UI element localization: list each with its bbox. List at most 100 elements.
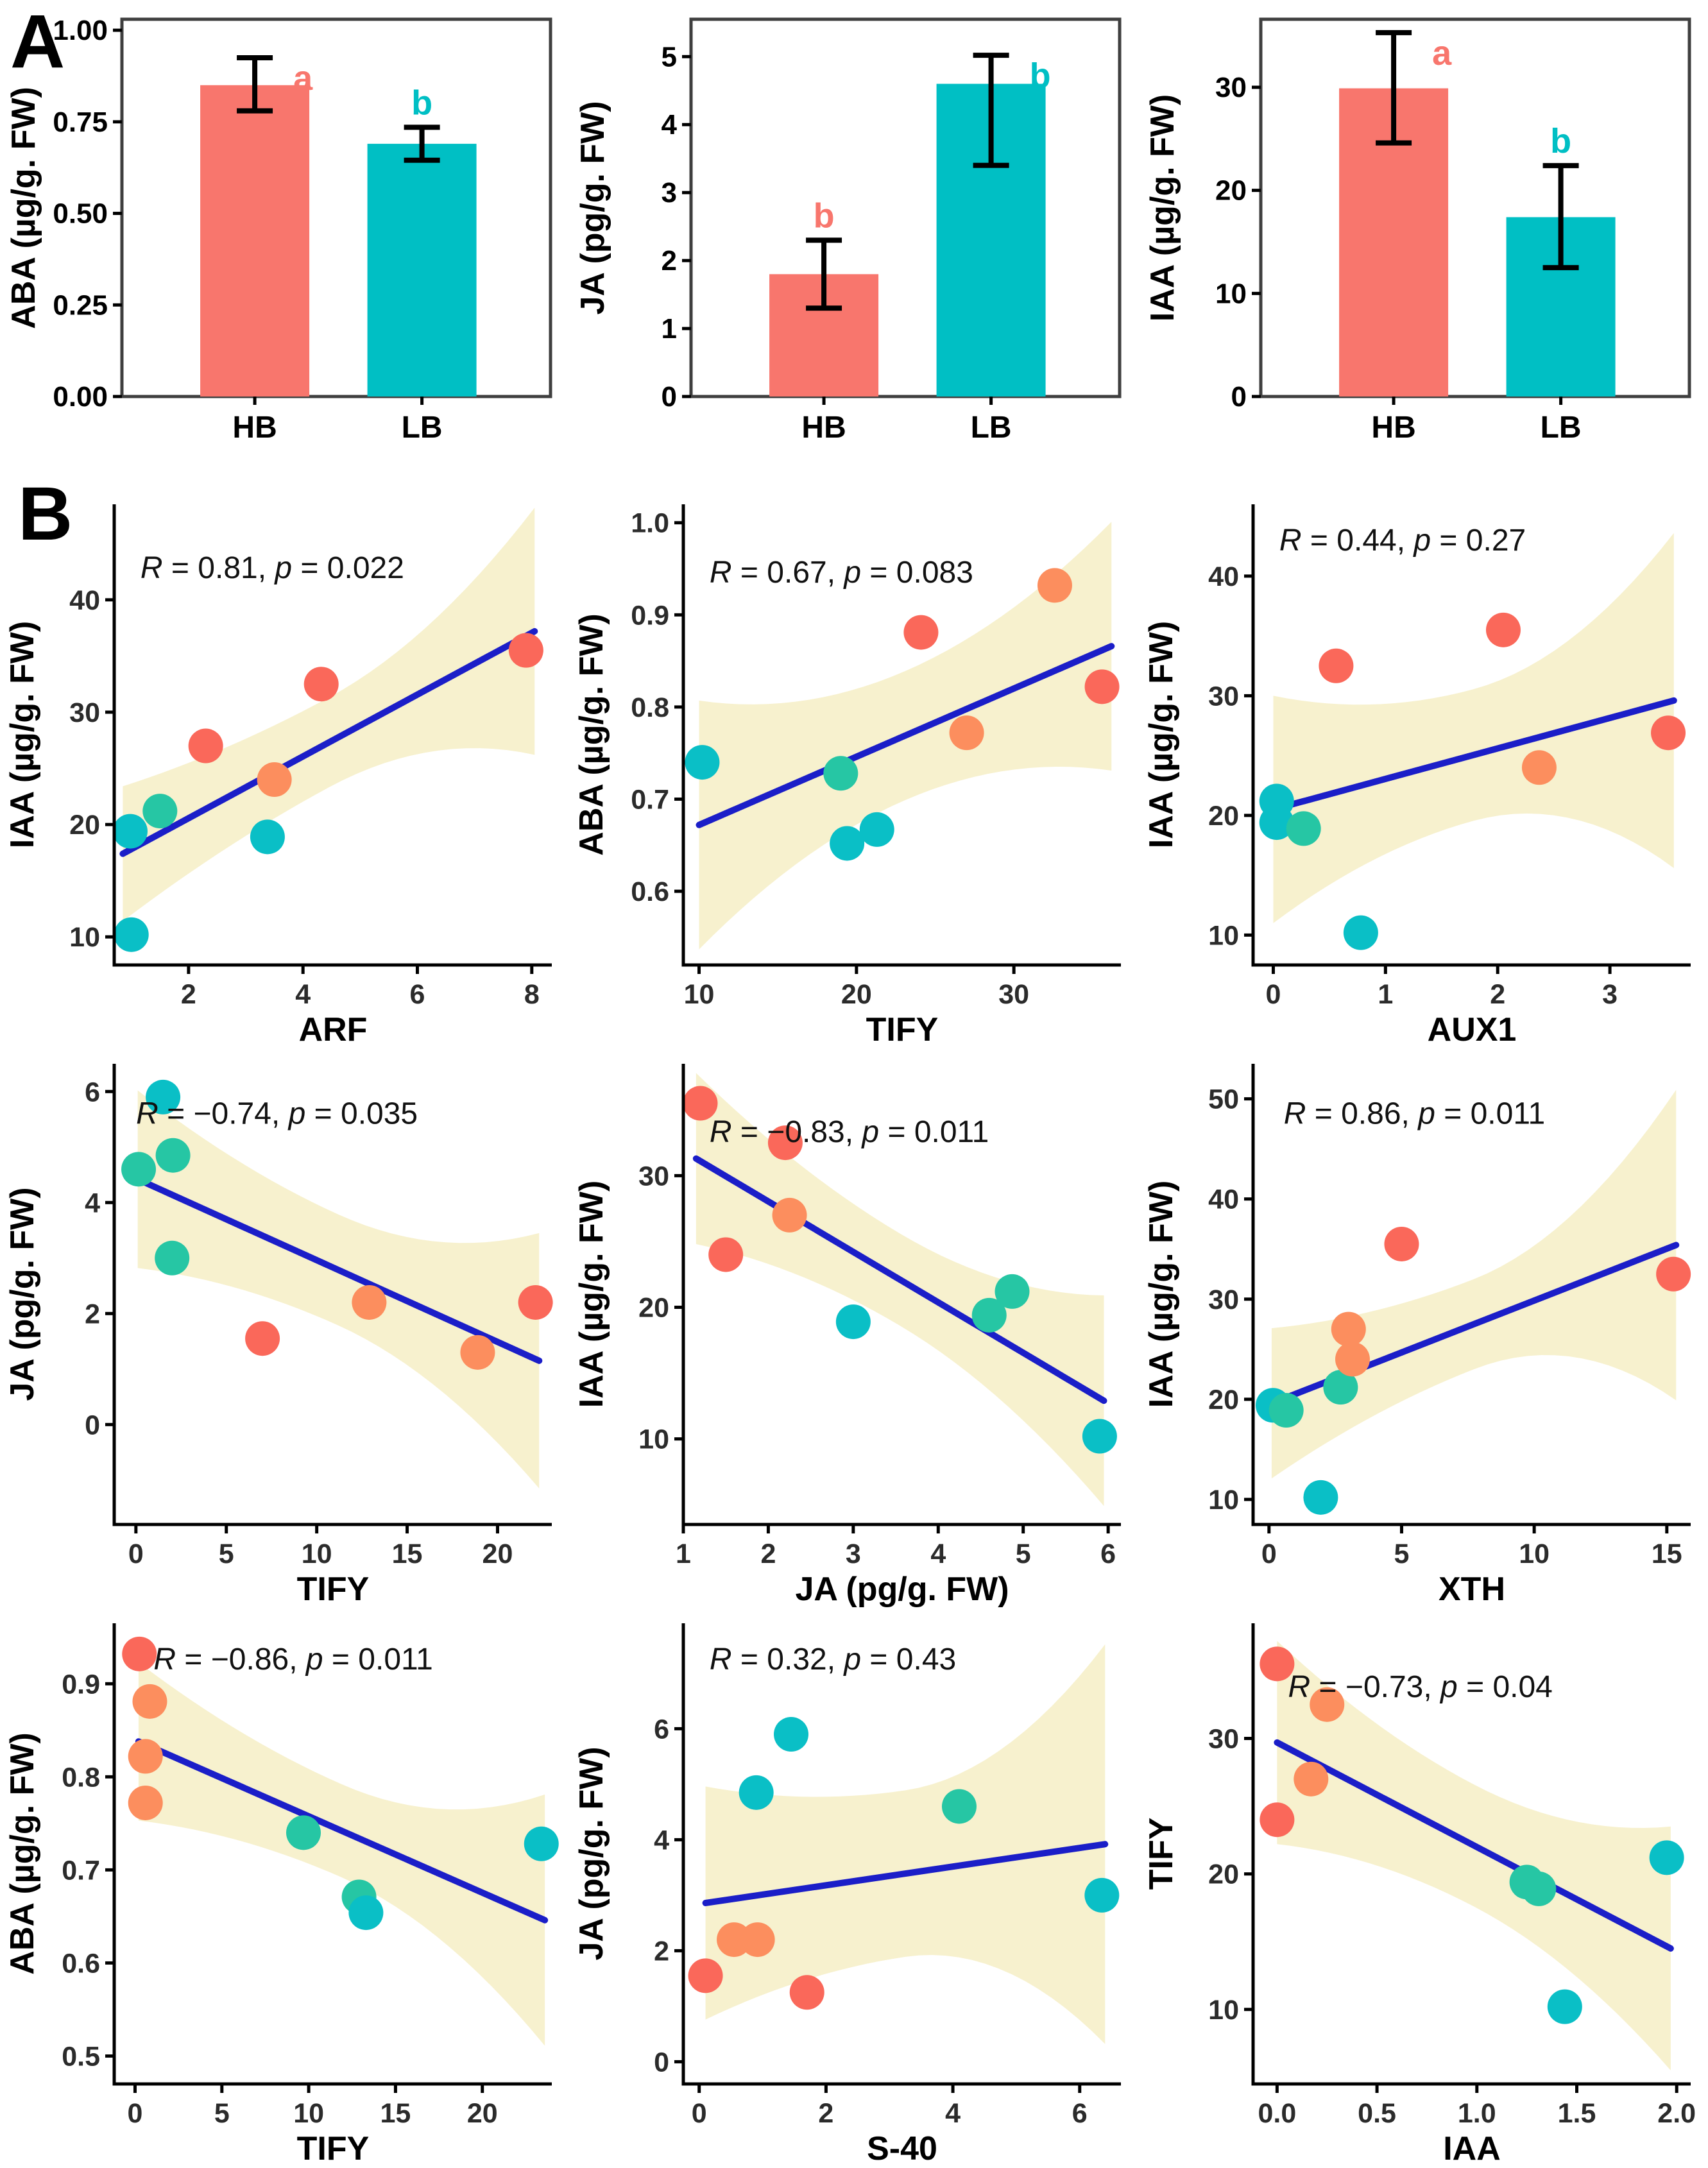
category-label: HB xyxy=(1371,411,1415,445)
stat-p_rest: = 0.083 xyxy=(861,556,973,590)
x-axis-label: IAA xyxy=(1443,2130,1501,2167)
scatter-point-green xyxy=(941,1789,977,1824)
y-axis-label: IAA (µg/g. FW) xyxy=(4,621,41,848)
y-tick-label: 0.75 xyxy=(53,107,108,138)
confidence-band xyxy=(1277,1641,1671,2070)
scatter-point-red xyxy=(789,1975,824,2010)
scatter-point-cyan xyxy=(830,826,865,861)
x-tick-label: 5 xyxy=(219,1539,234,1569)
stat-p_rest: = 0.011 xyxy=(879,1115,989,1149)
scatter-point-green xyxy=(1286,811,1321,846)
y-axis-label: ABA (µg/g. FW) xyxy=(5,87,42,329)
scatter-point-red xyxy=(1319,648,1354,683)
scatter-point-orange xyxy=(1310,1687,1345,1722)
iaa-vs-ja-scatter: 10 20 30 1 2 3 4 5 6 JA (pg/g. FW) IAA (µg/g. FW) R… xyxy=(569,1048,1138,1607)
scatter-point-green xyxy=(823,756,858,791)
scatter-point-red xyxy=(1260,1646,1295,1682)
y-tick-label: 50 xyxy=(1208,1084,1239,1115)
scatter-point-red xyxy=(683,1086,718,1121)
scatter-point-orange xyxy=(460,1335,495,1370)
x-tick-label: 5 xyxy=(214,2098,230,2129)
y-tick-label: 20 xyxy=(1208,801,1239,832)
x-tick-label: 4 xyxy=(295,979,311,1010)
y-tick-label: 0 xyxy=(1231,381,1247,413)
significance-letter: b xyxy=(1550,122,1571,160)
confidence-band xyxy=(138,1662,545,2046)
y-tick-label: 0.9 xyxy=(62,1669,100,1700)
stat-r_label: R xyxy=(710,556,732,590)
ja-tify-svg: 0 2 4 6 0 5 10 15 20 TIFY JA (pg/g. FW) R = −0.74, … xyxy=(4,1064,553,1607)
iaa-ja-svg: 10 20 30 1 2 3 4 5 6 JA (pg/g. FW) IAA (µg/g. FW) R… xyxy=(573,1064,1121,1607)
stat-annotation: R = −0.86, p = 0.011 xyxy=(153,1643,432,1677)
stat-r_rest: = 0.67, xyxy=(732,556,844,590)
regression-line xyxy=(1274,1739,1674,1952)
bar-hb xyxy=(200,85,310,397)
confidence-band xyxy=(705,1644,1106,2044)
scatter-point-cyan xyxy=(1082,1419,1117,1454)
x-tick-label: 0 xyxy=(1261,1539,1277,1569)
iaa-bars-svg: 0 10 20 30 IAA (µg/g. FW) a HB b LB xyxy=(1144,17,1691,445)
stat-p_rest: = 0.011 xyxy=(323,1643,433,1677)
significance-letter: a xyxy=(1432,34,1452,73)
y-tick-label: 2 xyxy=(85,1299,100,1329)
stat-r_label: R xyxy=(1279,524,1302,558)
scatter-point-red xyxy=(1260,1802,1295,1838)
aba-bar-chart: 0.00 0.25 0.50 0.75 1.00 ABA (µg/g. FW) a HB b LB xyxy=(0,5,569,456)
scatter-point-green xyxy=(155,1138,191,1173)
y-tick-label: 0.9 xyxy=(631,600,669,631)
y-tick-label: 4 xyxy=(654,1825,669,1856)
stat-p_label: p xyxy=(1417,1097,1435,1131)
bar-lb xyxy=(367,144,477,397)
x-tick-label: 10 xyxy=(293,2098,324,2129)
iaa-arf-svg: 10 20 30 40 2 4 6 8 ARF IAA (µg/g. FW) R = 0.81, p… xyxy=(4,504,552,1048)
ja-bar-chart: 0 1 2 3 4 5 JA (pg/g. FW) b HB b LB xyxy=(569,5,1138,456)
scatter-point-cyan xyxy=(348,1895,384,1931)
stat-annotation: R = 0.67, p = 0.083 xyxy=(710,556,973,590)
y-axis-label: IAA (µg/g. FW) xyxy=(1143,1181,1180,1408)
scatter-point-cyan xyxy=(524,1826,559,1861)
regression-line xyxy=(702,1841,1109,1906)
ja-vs-s40-scatter: 0 2 4 6 0 2 4 6 S-40 JA (pg/g. FW) R = 0.32, p = 0… xyxy=(569,1608,1138,2167)
x-tick-label: 0 xyxy=(128,1539,144,1569)
y-tick-label: 1.0 xyxy=(631,508,669,539)
stat-p_label: p xyxy=(305,1643,323,1677)
scatter-point-orange xyxy=(1331,1311,1366,1347)
stat-r_rest: = 0.81, xyxy=(163,551,275,585)
y-tick-label: 0.8 xyxy=(62,1762,100,1793)
stat-p_label: p xyxy=(860,1115,879,1149)
scatter-point-red xyxy=(1084,669,1120,704)
y-tick-label: 3 xyxy=(662,177,677,209)
scatter-point-red xyxy=(903,615,939,650)
scatter-point-green xyxy=(971,1297,1007,1333)
scatter-point-cyan xyxy=(859,812,894,847)
stat-r_label: R xyxy=(710,1643,732,1677)
y-tick-label: 40 xyxy=(1208,1184,1239,1215)
stat-r_rest: = 0.44, xyxy=(1302,524,1414,558)
stat-p_rest: = 0.022 xyxy=(292,551,404,585)
stat-r_rest: = −0.73, xyxy=(1310,1670,1440,1704)
x-tick-label: 0 xyxy=(128,2098,143,2129)
scatter-point-green xyxy=(121,1152,157,1187)
x-axis-label: TIFY xyxy=(866,1011,939,1048)
x-tick-label: 2 xyxy=(760,1539,776,1569)
y-tick-label: 4 xyxy=(85,1188,100,1218)
x-tick-label: 5 xyxy=(1016,1539,1031,1569)
scatter-point-orange xyxy=(1521,750,1557,785)
x-axis-label: AUX1 xyxy=(1428,1011,1517,1048)
scatter-point-orange xyxy=(132,1684,167,1719)
y-tick-label: 10 xyxy=(1208,1485,1239,1515)
x-tick-label: 0.0 xyxy=(1258,2098,1296,2129)
y-tick-label: 10 xyxy=(638,1424,669,1455)
aba-tify-svg: 0.6 0.7 0.8 0.9 1.0 10 20 30 TIFY ABA (µg/g. FW) R… xyxy=(573,504,1121,1048)
tify-iaa-svg: 10 20 30 0.0 0.5 1.0 1.5 2.0 IAA TIFY R = −0.73, p… xyxy=(1143,1623,1696,2167)
scatter-point-green xyxy=(142,794,178,829)
plot-frame xyxy=(689,17,1122,398)
x-tick-label: 20 xyxy=(467,2098,498,2129)
stat-r_rest: = 0.86, xyxy=(1306,1097,1418,1131)
stat-p_rest: = 0.035 xyxy=(305,1097,418,1131)
ja-bars-svg: 0 1 2 3 4 5 JA (pg/g. FW) b HB b LB xyxy=(574,17,1122,445)
iaa-xth-svg: 10 20 30 40 50 0 5 10 15 XTH IAA (µg/g. FW) R = 0.8… xyxy=(1143,1064,1691,1607)
panel-b-label: B xyxy=(18,472,73,556)
x-axis-label: XTH xyxy=(1439,1571,1505,1607)
scatter-point-cyan xyxy=(685,745,720,780)
